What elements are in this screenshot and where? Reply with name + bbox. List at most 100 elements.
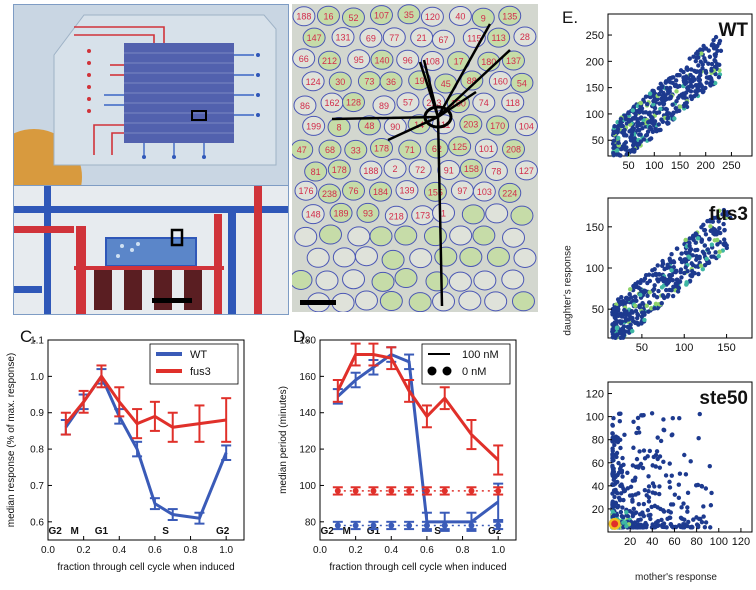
scatter-point bbox=[682, 257, 687, 263]
cell-outline bbox=[292, 269, 313, 290]
scatter-point bbox=[638, 517, 643, 522]
scatter-point bbox=[689, 272, 695, 278]
scatter-point bbox=[713, 34, 719, 40]
cell-label: 184 bbox=[373, 187, 388, 197]
scatter-point bbox=[661, 459, 666, 465]
scatter-point bbox=[708, 525, 713, 530]
scatter-point bbox=[614, 454, 619, 460]
cell-label: 16 bbox=[323, 11, 333, 21]
cell-outline bbox=[501, 50, 525, 71]
cell-outline bbox=[292, 6, 316, 27]
scatter-point bbox=[660, 293, 666, 298]
scatter-point bbox=[610, 514, 615, 519]
scatter-point bbox=[630, 493, 635, 498]
cell-label: 45 bbox=[441, 79, 451, 89]
legend: 100 nM 0 nM bbox=[421, 343, 511, 385]
e-ylabel: daughter's response bbox=[562, 245, 574, 336]
scatter-point bbox=[630, 108, 636, 113]
scatter-point bbox=[635, 311, 640, 317]
scatter-point bbox=[610, 509, 615, 515]
scatter-point bbox=[637, 303, 643, 308]
scatter-point bbox=[721, 221, 726, 227]
cell-outline bbox=[458, 290, 482, 311]
cell-outline bbox=[484, 291, 508, 312]
scatter-point bbox=[636, 285, 641, 290]
scatter-point bbox=[698, 263, 704, 268]
scatter-point bbox=[697, 256, 702, 261]
scatter-point bbox=[646, 489, 651, 494]
data-point bbox=[406, 522, 413, 529]
x-tick-label: 0.6 bbox=[420, 545, 434, 556]
scatter-point bbox=[706, 61, 711, 66]
strain-label: WT bbox=[718, 20, 748, 41]
cell-outline bbox=[369, 137, 393, 158]
scatter-point bbox=[687, 279, 693, 284]
scatter-point bbox=[667, 461, 672, 466]
scatter-point bbox=[687, 236, 692, 241]
scatter-point bbox=[630, 463, 636, 468]
scatter-point bbox=[689, 261, 694, 266]
cell-label: 113 bbox=[491, 33, 505, 43]
scatter-point bbox=[646, 474, 651, 479]
scatter-point bbox=[623, 315, 628, 321]
scatter-point bbox=[696, 271, 701, 277]
scatter-point bbox=[664, 107, 669, 112]
cell-label: 162 bbox=[324, 98, 339, 108]
cell-outline bbox=[292, 139, 314, 160]
cell-outline bbox=[294, 180, 318, 201]
scatter-point bbox=[636, 501, 641, 507]
scatter-point bbox=[641, 97, 646, 102]
scatter-point bbox=[637, 127, 642, 133]
cell-label: 86 bbox=[300, 101, 310, 111]
scatter-point bbox=[706, 260, 712, 266]
scatter-point bbox=[655, 277, 660, 282]
y-tick-label: 120 bbox=[586, 389, 604, 401]
scatter-point bbox=[656, 523, 661, 528]
scatter-point bbox=[613, 129, 618, 135]
y-tick-label: 200 bbox=[586, 56, 604, 68]
scatter-point bbox=[642, 317, 647, 323]
cell-outline bbox=[511, 291, 535, 312]
scatter-point bbox=[637, 512, 643, 517]
scatter-point bbox=[665, 262, 670, 268]
legend-label: 0 nM bbox=[462, 366, 486, 378]
scatter-point bbox=[614, 319, 620, 325]
cell-outline bbox=[359, 160, 383, 181]
x-tick-label: 0.8 bbox=[456, 545, 470, 556]
scatter-point bbox=[627, 508, 633, 514]
scatter-point bbox=[617, 300, 623, 306]
scatter-point bbox=[715, 48, 720, 54]
scatter-point bbox=[619, 319, 625, 324]
scatter-point bbox=[699, 519, 705, 525]
lineage-line bbox=[436, 116, 444, 307]
cell-outline bbox=[459, 158, 483, 179]
cell-outline bbox=[513, 247, 537, 268]
cell-label: 57 bbox=[403, 98, 413, 108]
y-tick-label: 0.8 bbox=[30, 445, 44, 456]
scatter-point bbox=[624, 523, 629, 529]
scatter-point bbox=[641, 110, 646, 115]
scatter-point bbox=[610, 423, 615, 428]
y-tick-label: 0.6 bbox=[30, 517, 44, 528]
cell-outline bbox=[502, 139, 526, 160]
scatter-point bbox=[620, 505, 625, 510]
scatter-point bbox=[628, 135, 633, 140]
scatter-point bbox=[701, 504, 706, 509]
cell-outline bbox=[294, 226, 318, 247]
y-tick-label: 80 bbox=[592, 435, 604, 447]
cell-label: 160 bbox=[493, 77, 508, 87]
cell-label: 52 bbox=[348, 13, 358, 23]
scatter-point bbox=[634, 315, 640, 321]
scatter-point bbox=[627, 292, 632, 297]
cell-label: 125 bbox=[452, 142, 467, 152]
scatter-point bbox=[685, 505, 690, 510]
scatter-point bbox=[724, 243, 729, 248]
scatter-point bbox=[700, 66, 705, 71]
density-peak bbox=[611, 520, 619, 528]
scatter-point bbox=[661, 508, 666, 513]
phase-label: S bbox=[162, 526, 169, 537]
cell-outline bbox=[318, 139, 342, 160]
scatter-point bbox=[620, 514, 626, 520]
scatter-point bbox=[693, 58, 699, 64]
scatter-point bbox=[714, 215, 719, 220]
